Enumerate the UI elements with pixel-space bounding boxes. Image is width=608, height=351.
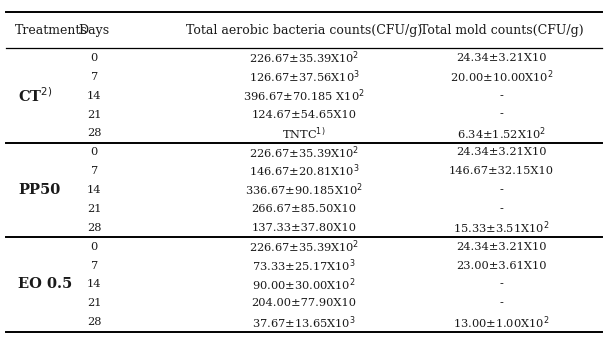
Text: 21: 21 bbox=[87, 110, 102, 120]
Text: Total mold counts(CFU/g): Total mold counts(CFU/g) bbox=[420, 24, 584, 38]
Text: 14: 14 bbox=[87, 185, 102, 195]
Text: 20.00±10.00X10$^{2}$: 20.00±10.00X10$^{2}$ bbox=[450, 68, 553, 85]
Text: EO 0.5: EO 0.5 bbox=[18, 278, 72, 291]
Text: CT$^{2)}$: CT$^{2)}$ bbox=[18, 86, 52, 105]
Text: 90.00±30.00X10$^{2}$: 90.00±30.00X10$^{2}$ bbox=[252, 276, 356, 293]
Text: 73.33±25.17X10$^{3}$: 73.33±25.17X10$^{3}$ bbox=[252, 257, 356, 274]
Text: -: - bbox=[500, 110, 503, 120]
Text: -: - bbox=[500, 204, 503, 214]
Text: -: - bbox=[500, 185, 503, 195]
Text: Treatments: Treatments bbox=[15, 24, 88, 38]
Text: 124.67±54.65X10: 124.67±54.65X10 bbox=[252, 110, 356, 120]
Text: 146.67±32.15X10: 146.67±32.15X10 bbox=[449, 166, 554, 176]
Text: 226.67±35.39X10$^{2}$: 226.67±35.39X10$^{2}$ bbox=[249, 144, 359, 161]
Text: 7: 7 bbox=[91, 260, 98, 271]
Text: 37.67±13.65X10$^{3}$: 37.67±13.65X10$^{3}$ bbox=[252, 314, 356, 331]
Text: 14: 14 bbox=[87, 91, 102, 101]
Text: 266.67±85.50X10: 266.67±85.50X10 bbox=[252, 204, 356, 214]
Text: TNTC$^{1)}$: TNTC$^{1)}$ bbox=[282, 125, 326, 142]
Text: 28: 28 bbox=[87, 317, 102, 327]
Text: -: - bbox=[500, 298, 503, 309]
Text: -: - bbox=[500, 279, 503, 290]
Text: 7: 7 bbox=[91, 166, 98, 176]
Text: 126.67±37.56X10$^{3}$: 126.67±37.56X10$^{3}$ bbox=[249, 68, 359, 85]
Text: 21: 21 bbox=[87, 204, 102, 214]
Text: 226.67±35.39X10$^{2}$: 226.67±35.39X10$^{2}$ bbox=[249, 49, 359, 66]
Text: 15.33±3.51X10$^{2}$: 15.33±3.51X10$^{2}$ bbox=[454, 219, 550, 236]
Text: 146.67±20.81X10$^{3}$: 146.67±20.81X10$^{3}$ bbox=[249, 163, 359, 179]
Text: 204.00±77.90X10: 204.00±77.90X10 bbox=[252, 298, 356, 309]
Text: 396.67±70.185 X10$^{2}$: 396.67±70.185 X10$^{2}$ bbox=[243, 87, 365, 104]
Text: 28: 28 bbox=[87, 128, 102, 138]
Text: 226.67±35.39X10$^{2}$: 226.67±35.39X10$^{2}$ bbox=[249, 238, 359, 255]
Text: 137.33±37.80X10: 137.33±37.80X10 bbox=[252, 223, 356, 233]
Text: PP50: PP50 bbox=[18, 183, 60, 197]
Text: 24.34±3.21X10: 24.34±3.21X10 bbox=[457, 147, 547, 157]
Text: 23.00±3.61X10: 23.00±3.61X10 bbox=[457, 260, 547, 271]
Text: 0: 0 bbox=[91, 242, 98, 252]
Text: -: - bbox=[500, 91, 503, 101]
Text: 0: 0 bbox=[91, 53, 98, 63]
Text: 24.34±3.21X10: 24.34±3.21X10 bbox=[457, 53, 547, 63]
Text: Days: Days bbox=[78, 24, 110, 38]
Text: 28: 28 bbox=[87, 223, 102, 233]
Text: 7: 7 bbox=[91, 72, 98, 82]
Text: 6.34±1.52X10$^{2}$: 6.34±1.52X10$^{2}$ bbox=[457, 125, 546, 142]
Text: 0: 0 bbox=[91, 147, 98, 157]
Text: 24.34±3.21X10: 24.34±3.21X10 bbox=[457, 242, 547, 252]
Text: 336.67±90.185X10$^{2}$: 336.67±90.185X10$^{2}$ bbox=[245, 182, 363, 198]
Text: 13.00±1.00X10$^{2}$: 13.00±1.00X10$^{2}$ bbox=[454, 314, 550, 331]
Text: Total aerobic bacteria counts(CFU/g): Total aerobic bacteria counts(CFU/g) bbox=[186, 24, 422, 38]
Text: 21: 21 bbox=[87, 298, 102, 309]
Text: 14: 14 bbox=[87, 279, 102, 290]
